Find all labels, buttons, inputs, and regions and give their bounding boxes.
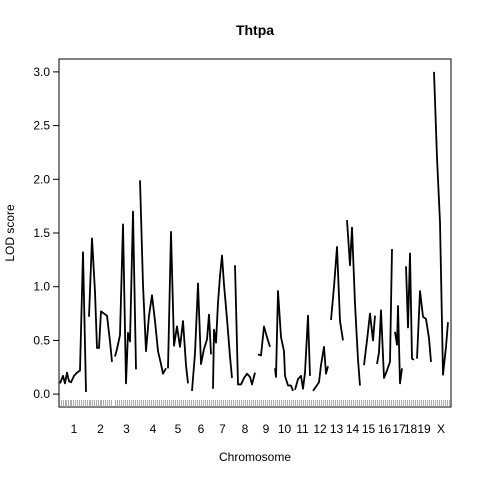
x-tick-label: 11 (296, 422, 309, 436)
lod-line-chr-5 (167, 231, 189, 384)
lod-line-chr-11 (294, 314, 311, 391)
x-tick-label: X (437, 422, 445, 436)
x-tick-label: 10 (278, 422, 292, 436)
x-tick-label: 9 (263, 422, 270, 436)
x-axis-label: Chromosome (219, 450, 291, 464)
x-tick-label: 18 (404, 422, 418, 436)
lod-line-chr-6 (191, 282, 212, 391)
lod-line-chr-12 (312, 345, 329, 392)
x-tick-label: 1 (71, 422, 78, 436)
x-tick-label: 16 (378, 422, 392, 436)
chart-title: Thtpa (236, 22, 274, 38)
lod-line-chr-X (433, 71, 449, 376)
y-tick-label: 2.5 (33, 119, 50, 133)
lod-line-chr-8 (234, 265, 256, 386)
y-tick-label: 1.5 (33, 226, 50, 240)
lod-line-chr-17 (394, 305, 403, 385)
lod-line-chr-16 (376, 249, 393, 379)
plot-area: 0.00.51.01.52.02.53.01 2 3 4 5 6 7 8 9 10 11 12 13 14… (33, 58, 452, 436)
y-tick-label: 0.0 (33, 387, 50, 401)
lod-line-chr-13 (330, 246, 344, 341)
x-tick-label: 17 (392, 422, 406, 436)
lod-line-chr-4 (139, 180, 167, 375)
x-tick-label: 15 (362, 422, 376, 436)
lod-line-chr-1 (59, 251, 87, 392)
x-tick-label: 5 (175, 422, 182, 436)
y-tick-label: 2.0 (33, 172, 50, 186)
x-tick-label: 3 (123, 422, 130, 436)
plot-frame (58, 58, 452, 408)
x-tick-label: 14 (346, 422, 360, 436)
lod-line-chr-9 (257, 325, 271, 357)
lod-line-chr-7 (212, 254, 233, 389)
lod-line-chr-18 (405, 252, 415, 361)
x-tick-label: 2 (97, 422, 104, 436)
y-tick-label: 1.0 (33, 280, 50, 294)
lod-line-chr-15 (363, 312, 376, 366)
lod-line-chr-10 (274, 290, 294, 392)
x-tick-label: 13 (330, 422, 344, 436)
y-axis-label: LOD score (3, 204, 17, 262)
x-tick-label: 12 (313, 422, 327, 436)
x-tick-label: 8 (242, 422, 249, 436)
lod-line-chr-19 (416, 290, 432, 362)
y-tick-label: 3.0 (33, 65, 50, 79)
lod-line-chr-14 (346, 220, 361, 386)
lod-line-chr-3 (114, 210, 137, 385)
x-tick-label: 6 (198, 422, 205, 436)
x-tick-label: 19 (417, 422, 431, 436)
y-tick-label: 0.5 (33, 333, 50, 347)
x-tick-label: 4 (150, 422, 157, 436)
x-tick-label: 7 (219, 422, 226, 436)
lod-line-chr-2 (88, 237, 113, 362)
